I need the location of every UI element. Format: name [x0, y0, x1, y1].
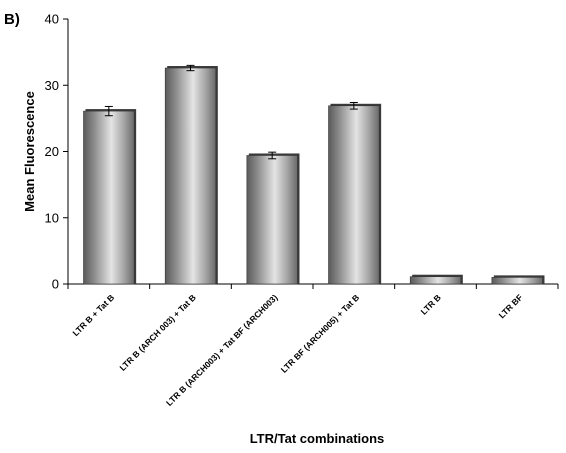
category-labels: LTR B + Tat B LTR B (ARCH 003) + Tat B LTR… [70, 292, 524, 408]
category-label: LTR BF (ARCH005) + Tat B [279, 292, 361, 374]
x-axis-title: LTR/Tat combinations [250, 431, 385, 446]
category-label: LTR B (ARCH 003) + Tat B [117, 292, 197, 372]
bar [491, 277, 543, 285]
y-tick-label: 0 [52, 277, 59, 292]
bar [328, 105, 380, 285]
y-tick-label: 30 [45, 78, 59, 93]
category-label: LTR B [419, 292, 443, 316]
y-axis: 0 10 20 30 40 [45, 12, 69, 292]
y-tick-label: 20 [45, 144, 59, 159]
bar [164, 67, 217, 285]
category-label: LTR B + Tat B [70, 292, 116, 338]
y-tick-label: 40 [45, 12, 59, 27]
category-label: LTR BF [497, 292, 525, 320]
bars [83, 66, 545, 285]
bar [83, 110, 135, 285]
panel-label: B) [4, 11, 20, 28]
error-bars [104, 64, 358, 160]
bar [246, 155, 298, 285]
y-tick-label: 10 [45, 210, 59, 225]
bar [409, 276, 462, 285]
y-axis-title: Mean Fluorescence [22, 91, 37, 212]
x-axis [67, 283, 559, 289]
